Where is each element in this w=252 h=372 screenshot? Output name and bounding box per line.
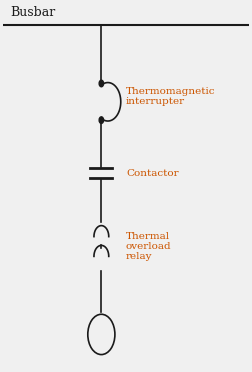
Circle shape (99, 117, 104, 124)
Text: Contactor: Contactor (126, 169, 179, 178)
Circle shape (99, 80, 104, 87)
Circle shape (88, 314, 115, 355)
Text: Thermal
overload
relay: Thermal overload relay (126, 232, 172, 262)
Text: Busbar: Busbar (10, 6, 55, 19)
Text: Thermomagnetic
interrupter: Thermomagnetic interrupter (126, 87, 215, 106)
Text: G: G (96, 328, 106, 341)
